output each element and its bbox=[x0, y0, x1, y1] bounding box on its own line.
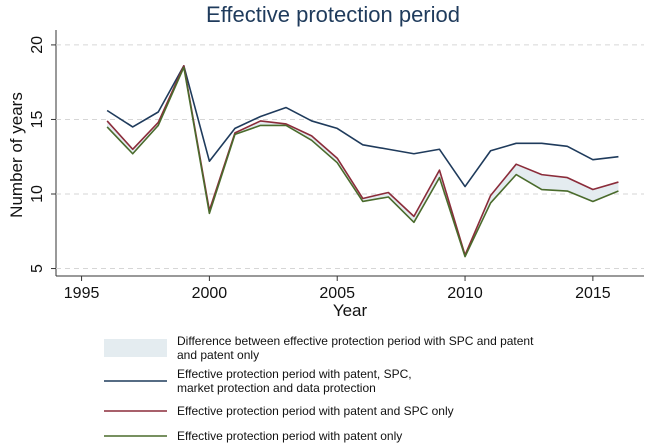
grid-lines bbox=[56, 44, 644, 270]
difference-band-layer bbox=[107, 65, 619, 257]
series-line-patent-spc bbox=[106, 64, 619, 256]
y-tick-label: 5 bbox=[29, 264, 46, 273]
chart-title: Effective protection period bbox=[206, 2, 460, 27]
x-tick-label: 2015 bbox=[575, 285, 611, 302]
legend-label-continued: and patent only bbox=[177, 348, 259, 362]
legend-swatch-band bbox=[104, 339, 167, 357]
x-tick-label: 2005 bbox=[319, 285, 355, 302]
legend-label: Difference between effective protection … bbox=[177, 334, 534, 348]
y-axis: 5 10 15 20 bbox=[29, 36, 56, 273]
series-layer bbox=[106, 64, 619, 258]
y-tick-label: 15 bbox=[29, 110, 46, 128]
x-tick-label: 2000 bbox=[192, 285, 228, 302]
legend-label: Effective protection period with patent,… bbox=[177, 367, 412, 381]
legend-label: Effective protection period with patent … bbox=[177, 404, 454, 418]
y-axis-title: Number of years bbox=[7, 92, 26, 218]
x-axis: 1995 2000 2005 2010 2015 bbox=[64, 276, 611, 302]
x-tick-label: 1995 bbox=[64, 285, 100, 302]
legend: Difference between effective protection … bbox=[104, 334, 534, 443]
x-axis-title: Year bbox=[333, 301, 368, 320]
plot-area bbox=[55, 30, 644, 277]
x-tick-label: 2010 bbox=[447, 285, 483, 302]
legend-label-continued: market protection and data protection bbox=[177, 381, 376, 395]
difference-band bbox=[107, 65, 619, 257]
series-line-patent-spc-market-data bbox=[106, 64, 619, 188]
series-line-patent-only bbox=[106, 66, 619, 258]
legend-label: Effective protection period with patent … bbox=[177, 429, 402, 443]
y-tick-label: 10 bbox=[29, 185, 46, 203]
y-tick-label: 20 bbox=[29, 36, 46, 54]
